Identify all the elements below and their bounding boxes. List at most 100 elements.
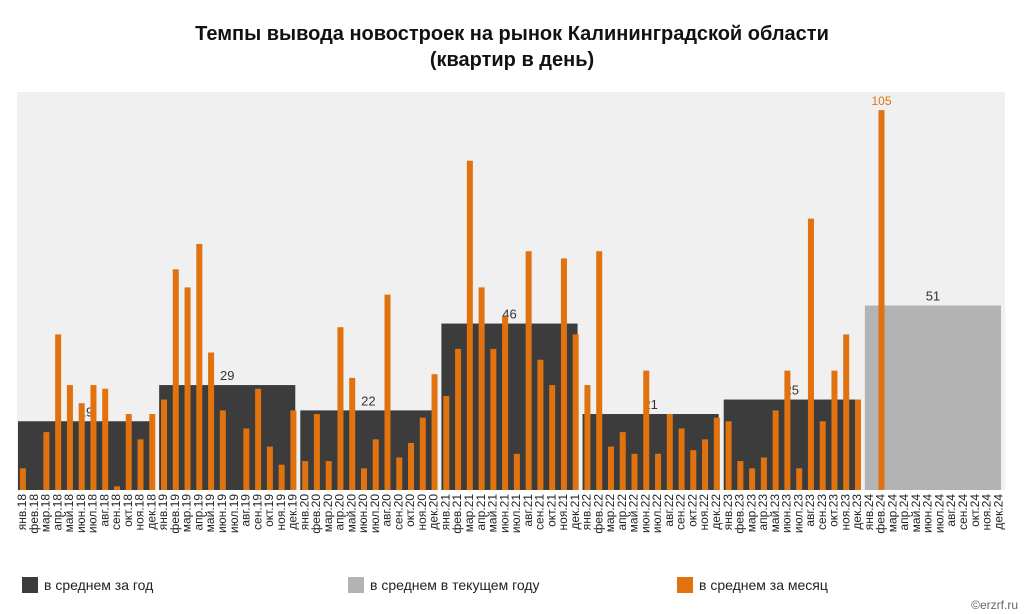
bar (643, 370, 650, 490)
bar (772, 410, 779, 490)
x-tick-label: апр.23 (756, 494, 770, 531)
bar (702, 439, 709, 490)
x-tick-label: ноя.21 (556, 494, 570, 531)
bar (537, 359, 544, 490)
x-tick-label: дек.20 (427, 494, 441, 530)
bar (161, 399, 168, 490)
bar (43, 432, 50, 490)
bar (725, 421, 732, 490)
bar (149, 414, 156, 490)
year-average-bar (864, 305, 1001, 490)
x-tick-label: янв.19 (156, 494, 170, 531)
x-tick-label: июн.22 (638, 494, 652, 533)
bar (360, 468, 367, 490)
x-tick-label: мар.19 (180, 494, 194, 533)
x-tick-label: апр.18 (50, 494, 64, 531)
x-tick-label: апр.19 (191, 494, 205, 531)
bar (55, 334, 62, 490)
bar (513, 453, 520, 490)
x-tick-label: авг.24 (944, 494, 958, 527)
x-tick-label: июн.18 (74, 494, 88, 533)
x-tick-label: июл.19 (227, 494, 241, 533)
x-tick-label: окт.22 (685, 494, 699, 527)
bar (631, 453, 638, 490)
bar (490, 348, 497, 490)
bar (819, 421, 826, 490)
x-tick-label: сен.24 (956, 494, 970, 530)
x-tick-label: дек.23 (850, 494, 864, 530)
x-tick-label: окт.21 (544, 494, 558, 527)
x-tick-label: май.19 (203, 494, 217, 533)
x-tick-label: янв.23 (721, 494, 735, 531)
x-tick-label: сен.20 (391, 494, 405, 530)
x-tick-label: май.24 (909, 494, 923, 533)
x-tick-label: мар.18 (39, 494, 53, 533)
bar (219, 410, 226, 490)
bar (431, 374, 438, 490)
x-tick-label: фев.18 (27, 494, 41, 534)
x-tick-label: янв.24 (862, 494, 876, 531)
x-tick-label: дек.19 (286, 494, 300, 530)
bar (19, 468, 26, 490)
bar (113, 486, 120, 490)
x-tick-label: ноя.24 (980, 494, 994, 531)
bar (572, 334, 579, 490)
bar (584, 385, 591, 490)
x-tick-label: окт.24 (968, 494, 982, 527)
bar (290, 410, 297, 490)
year-average-bar (300, 410, 437, 490)
bar (831, 370, 838, 490)
bar (66, 385, 73, 490)
x-tick-label: окт.23 (827, 494, 841, 527)
x-tick-label: сен.22 (674, 494, 688, 530)
x-tick-label: июн.24 (921, 494, 935, 533)
x-tick-label: апр.21 (474, 494, 488, 531)
bar (78, 403, 85, 490)
bar (137, 439, 144, 490)
x-tick-label: авг.18 (97, 494, 111, 527)
x-tick-label: янв.18 (15, 494, 29, 531)
bar (843, 334, 850, 490)
bar (208, 352, 215, 490)
x-tick-label: апр.20 (333, 494, 347, 531)
x-tick-label: июл.22 (650, 494, 664, 533)
x-tick-label: июн.21 (497, 494, 511, 533)
bar (278, 464, 285, 490)
x-tick-label: май.21 (486, 494, 500, 533)
year-average-label: 22 (361, 393, 375, 408)
bar (596, 251, 603, 490)
legend-label: в среднем за месяц (699, 577, 828, 593)
bar (737, 461, 744, 490)
bar (760, 457, 767, 490)
bar (337, 327, 344, 490)
x-tick-label: июл.18 (86, 494, 100, 533)
bar (678, 428, 685, 490)
year-average-bar (723, 399, 860, 490)
bar (325, 461, 332, 490)
x-tick-label: окт.18 (121, 494, 135, 527)
bar (560, 258, 567, 490)
x-tick-label: дек.18 (144, 494, 158, 530)
x-tick-label: авг.20 (380, 494, 394, 527)
bar (666, 414, 673, 490)
x-tick-label: июл.23 (791, 494, 805, 533)
bar (549, 385, 556, 490)
bar (690, 450, 697, 490)
bar (102, 388, 109, 490)
bar (349, 377, 356, 490)
x-tick-label: ноя.22 (697, 494, 711, 531)
x-tick-label: мар.20 (321, 494, 335, 533)
legend-label: в среднем за год (44, 577, 153, 593)
bar (396, 457, 403, 490)
x-tick-label: дек.21 (568, 494, 582, 530)
bar (607, 446, 614, 490)
bar (408, 442, 415, 490)
x-tick-label: май.22 (627, 494, 641, 533)
x-tick-label: мар.21 (462, 494, 476, 533)
bar (525, 251, 532, 490)
legend-swatch (22, 577, 38, 593)
bar (713, 417, 720, 490)
x-tick-label: окт.19 (262, 494, 276, 527)
bar (266, 446, 273, 490)
